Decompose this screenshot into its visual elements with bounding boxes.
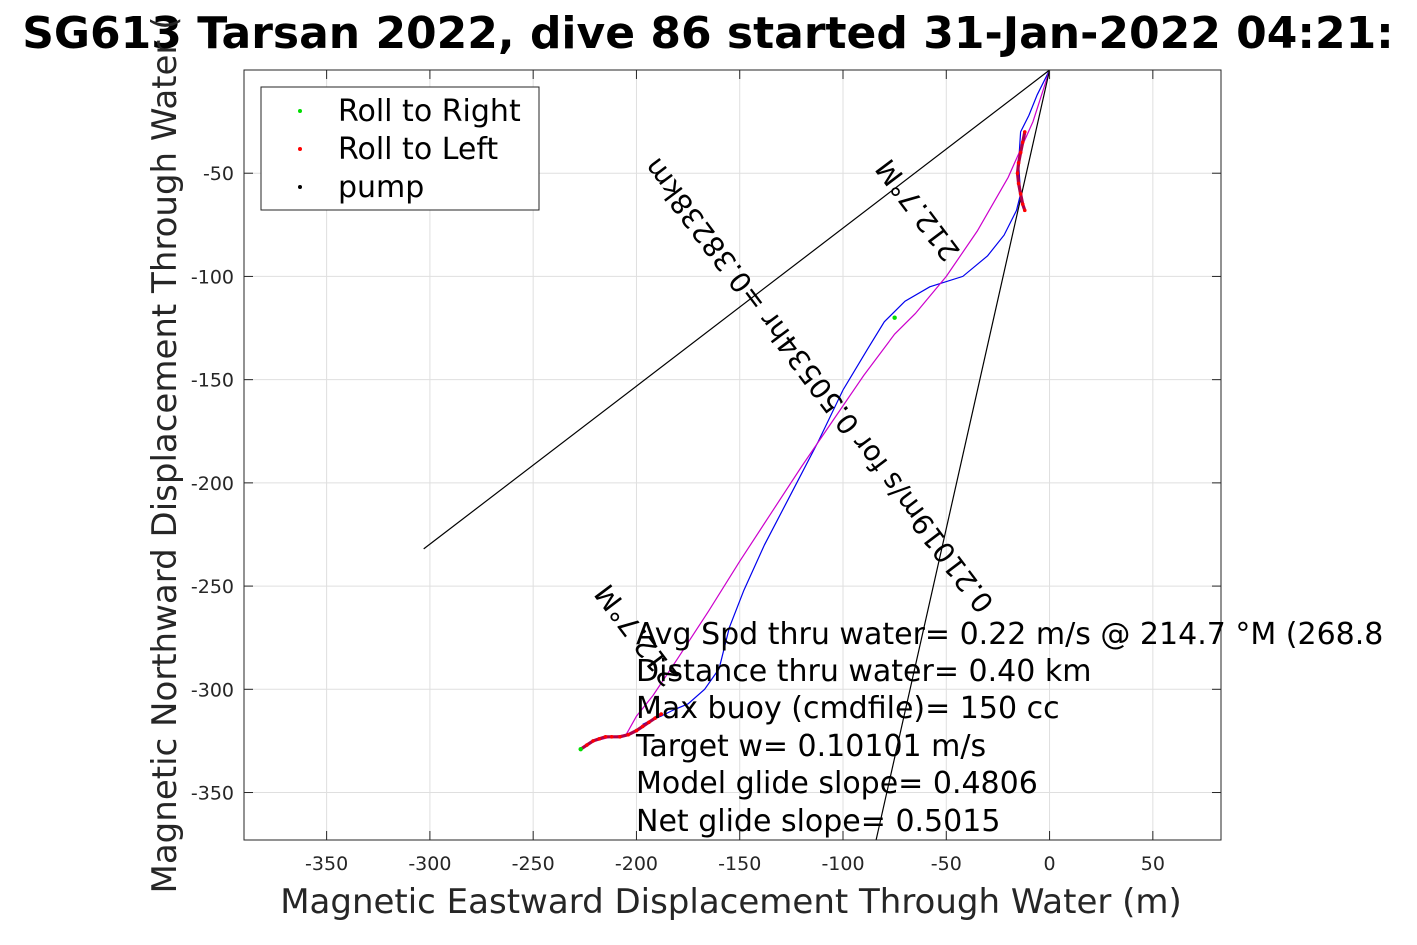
roll-left-point [1015, 171, 1020, 176]
legend-label-pump: pump [338, 170, 424, 205]
roll-left-point [1018, 150, 1023, 155]
roll-left-point [609, 734, 614, 739]
legend-label-roll-left: Roll to Left [338, 132, 498, 167]
x-tick-label: -200 [615, 853, 658, 875]
roll-left-point [597, 737, 602, 741]
roll-left-point [626, 732, 630, 737]
y-tick-label: -300 [191, 679, 234, 701]
series-layer [423, 70, 1051, 840]
ticks [244, 70, 1221, 840]
stat-model-glide-slope: Model glide slope= 0.4806 [636, 766, 1038, 801]
roll-left-point [603, 734, 608, 739]
roll-left-point [1020, 140, 1025, 145]
roll-left-point [1018, 192, 1023, 196]
roll-right-point [892, 315, 897, 320]
y-tick-label: -150 [191, 370, 234, 392]
legend-marker-pump [298, 185, 302, 189]
stat-distance: Distance thru water= 0.40 km [636, 654, 1091, 689]
x-axis-label: Magnetic Eastward Displacement Through W… [280, 882, 1182, 922]
legend-marker-roll-left [298, 147, 302, 151]
y-tick-labels: -50 -100 -150 -200 -250 -300 -350 [191, 163, 234, 804]
x-tick-label: -250 [512, 853, 555, 875]
series-line-1 [580, 70, 1051, 750]
roll-left-point [647, 720, 651, 725]
x-tick-label: -150 [718, 853, 761, 875]
roll-left-point [585, 743, 589, 747]
x-tick-label: -350 [305, 853, 348, 875]
y-tick-label: -350 [191, 783, 234, 805]
marker-layer [578, 130, 1027, 752]
roll-right-point [578, 746, 583, 752]
roll-left-point [618, 734, 622, 739]
roll-left-point [634, 728, 639, 733]
roll-left-point [1016, 161, 1021, 165]
stat-avg-speed: Avg Spd thru water= 0.22 m/s @ 214.7 °M … [636, 617, 1383, 652]
x-tick-label: 50 [1141, 853, 1165, 875]
y-axis-label: Magnetic Northward Displacement Through … [145, 17, 185, 894]
plot-frame [243, 69, 1222, 841]
x-tick-label: -50 [931, 853, 962, 875]
roll-left-point [1020, 202, 1025, 206]
stat-max-buoy: Max buoy (cmdfile)= 150 cc [636, 691, 1060, 726]
x-tick-label: -300 [408, 853, 451, 875]
legend-label-roll-right: Roll to Right [338, 94, 521, 129]
y-tick-label: -100 [191, 266, 234, 288]
roll-left-point [1016, 181, 1021, 186]
roll-left-point [653, 716, 657, 721]
annotations: Avg Spd thru water= 0.22 m/s @ 214.7 °M … [635, 617, 1383, 839]
legend: Roll to Right Roll to Left pump [260, 86, 540, 211]
y-tick-label: -50 [203, 163, 234, 185]
stat-net-glide-slope: Net glide slope= 0.5015 [636, 804, 1000, 839]
x-tick-label: -100 [821, 853, 864, 875]
y-tick-label: -200 [191, 473, 234, 495]
legend-marker-roll-right [298, 109, 302, 113]
roll-left-point [1022, 208, 1027, 213]
x-tick-label: 0 [1044, 853, 1056, 875]
roll-left-point [591, 739, 595, 743]
stat-target-w: Target w= 0.10101 m/s [635, 729, 986, 764]
legend-box [260, 86, 540, 211]
series-line-2 [423, 70, 1050, 550]
chart-title: SG613 Tarsan 2022, dive 86 started 31-Ja… [22, 8, 1394, 59]
x-tick-labels: -350 -300 -250 -200 -150 -100 -50 0 50 [305, 853, 1165, 875]
roll-left-point [659, 712, 664, 716]
roll-left-point [1022, 130, 1027, 134]
roll-left-point [640, 724, 645, 729]
y-tick-label: -250 [191, 576, 234, 598]
